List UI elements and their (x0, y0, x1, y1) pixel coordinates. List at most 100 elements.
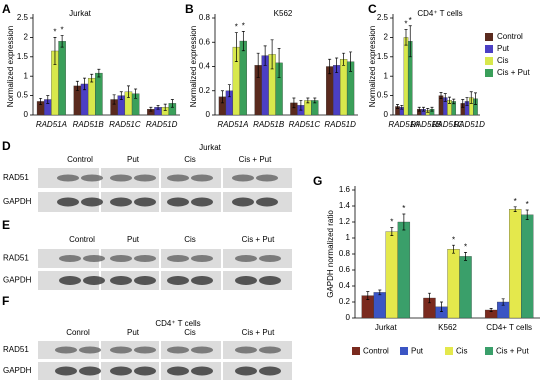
bar (87, 77, 96, 116)
blot-band (259, 255, 281, 262)
panel-label: C (368, 2, 377, 16)
x-tick-label: RAD51C (432, 120, 464, 129)
legend-label: Cis (456, 347, 468, 356)
blot-band (191, 174, 213, 182)
error-bar (378, 289, 382, 296)
panel-label: G (313, 174, 322, 188)
error-bar (335, 57, 339, 73)
y-axis-title: Normalized expression (368, 26, 377, 107)
bar (509, 209, 522, 319)
blot-band (167, 346, 189, 354)
blot-band (167, 366, 189, 376)
blot-title: CD4⁺ T cells (155, 319, 200, 328)
blot-strip (38, 192, 292, 212)
y-tick-label: 0.8 (339, 249, 351, 258)
error-bar (149, 106, 153, 112)
blot-band (110, 276, 132, 285)
blot-band (134, 346, 156, 354)
y-tick-label: 1 (384, 71, 389, 80)
lane-label: Cis + Put (242, 235, 275, 244)
panel-label: D (2, 139, 11, 153)
x-tick-label: RAD51A (36, 120, 67, 129)
legend-swatch (485, 45, 493, 53)
y-tick-label: 1.5 (17, 52, 29, 61)
error-bar (439, 92, 443, 100)
x-tick-label: RAD51C (109, 120, 141, 129)
blot-band (259, 366, 281, 376)
legend-swatch (485, 347, 493, 355)
x-tick-label: K562 (438, 323, 457, 332)
lane-label: Control (67, 155, 93, 164)
bar (459, 256, 472, 319)
legend-swatch (485, 33, 493, 41)
blot-band (235, 276, 257, 285)
y-tick-label: 2.5 (17, 13, 29, 22)
legend-swatch (485, 69, 493, 77)
error-bar (464, 252, 468, 261)
significance-mark: * (402, 204, 405, 213)
y-tick-label: 1.6 (339, 185, 351, 194)
blot-band (79, 346, 101, 354)
blot-band (191, 276, 213, 285)
x-tick-label: RAD51B (410, 120, 442, 129)
x-tick-label: Jurkat (375, 323, 398, 332)
error-bar (270, 39, 274, 70)
y-axis-title: Normalized expression (6, 26, 15, 107)
legend-swatch (352, 347, 360, 355)
row-label: RAD51 (3, 254, 29, 263)
error-bar (501, 298, 505, 306)
bar (239, 40, 247, 116)
blot-band (191, 346, 213, 354)
x-tick-label: CD4+ T cells (486, 323, 532, 332)
lane-label: Cis + Put (239, 155, 272, 164)
y-tick-label: 0.2 (199, 86, 211, 95)
y-tick-label: 2.5 (377, 13, 389, 22)
y-tick-label: 0 (384, 110, 389, 119)
x-tick-label: RAD51D (146, 120, 178, 129)
row-label: RAD51 (3, 173, 29, 182)
blot-band (110, 197, 132, 207)
legend-swatch (445, 347, 453, 355)
y-tick-label: 0.4 (339, 281, 351, 290)
error-bar (525, 209, 529, 220)
blot-band (83, 276, 105, 285)
error-bar (46, 95, 50, 104)
y-tick-label: 1.4 (339, 201, 351, 210)
error-bar (402, 213, 406, 231)
y-tick-label: 0.6 (199, 37, 211, 46)
bar (373, 292, 386, 319)
blot-band (232, 197, 254, 207)
error-bar (349, 51, 353, 72)
error-bar (390, 227, 394, 236)
blot-band (134, 197, 156, 207)
blot-band (57, 174, 79, 182)
x-tick-label: RAD51B (73, 120, 105, 129)
blot-band (259, 346, 281, 354)
blot-band (134, 366, 156, 376)
error-bar (404, 29, 408, 46)
blot-band (235, 366, 257, 376)
error-bar (119, 91, 123, 100)
legend-swatch (485, 57, 493, 65)
lane-label: Put (127, 155, 140, 164)
significance-mark: * (452, 235, 455, 244)
blot-strip (38, 341, 292, 359)
error-bar (396, 104, 400, 109)
blot-band (191, 366, 213, 376)
blot-band (167, 197, 189, 207)
error-bar (443, 93, 447, 102)
lane-label: Conrol (66, 328, 90, 337)
y-tick-label: 0 (206, 110, 211, 119)
error-bar (426, 108, 430, 113)
error-bar (97, 68, 101, 78)
blot-strip (38, 168, 292, 188)
error-bar (469, 91, 473, 104)
legend-label: Control (363, 347, 389, 356)
blot-band (81, 197, 103, 207)
error-bar (234, 32, 238, 62)
blot-strip (38, 362, 292, 380)
error-bar (277, 47, 281, 78)
lane-label: Put (127, 235, 140, 244)
blot-band (167, 255, 189, 262)
y-tick-label: 0 (24, 110, 29, 119)
